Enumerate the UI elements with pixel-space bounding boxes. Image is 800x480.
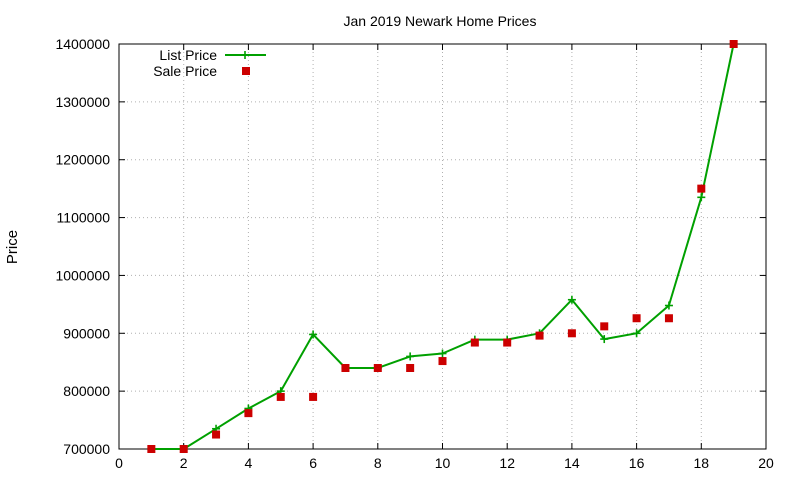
legend-marker-sale-price (242, 67, 250, 75)
x-tick-label: 14 (564, 455, 580, 471)
y-tick-label: 1300000 (55, 94, 110, 110)
sale-price-point (179, 445, 188, 453)
legend-plus (241, 51, 249, 59)
sale-price-point (664, 314, 673, 323)
list-price-point (664, 301, 673, 310)
sale-price-point (438, 357, 447, 366)
y-tick-label: 1200000 (55, 152, 110, 168)
y-tick-label: 1000000 (55, 267, 110, 283)
legend-label-sale-price: Sale Price (153, 63, 217, 79)
sale-price-point (276, 392, 285, 401)
sale-price-point (697, 184, 706, 193)
x-tick-label: 6 (309, 455, 317, 471)
legend: List Price Sale Price (153, 47, 266, 79)
sale-price-point (470, 338, 479, 347)
x-tick-label: 16 (629, 455, 645, 471)
legend-marker-list-price (241, 51, 249, 59)
x-tick-label: 10 (435, 455, 451, 471)
sale-price-point (406, 364, 415, 372)
x-tick-label: 2 (180, 455, 188, 471)
list-price-point (600, 335, 609, 344)
grid (119, 44, 766, 449)
y-tick-label: 1400000 (55, 36, 110, 52)
sale-price-point (212, 430, 221, 439)
chart-title: Jan 2019 Newark Home Prices (344, 13, 537, 29)
list-price-point (406, 352, 415, 361)
sale-price-point (147, 445, 156, 453)
x-tick-label: 18 (694, 455, 710, 471)
list-price-point (567, 295, 576, 304)
x-tick-label: 0 (115, 455, 123, 471)
sale-price-point (244, 409, 253, 418)
list-price-point (438, 349, 447, 358)
y-tick-label: 700000 (63, 441, 110, 457)
sale-price-point (503, 338, 512, 347)
y-tick-label: 900000 (63, 325, 110, 341)
sale-price-point (600, 322, 609, 331)
x-tick-label: 8 (374, 455, 382, 471)
sale-price-point (341, 364, 350, 372)
y-axis-label: Price (4, 230, 21, 264)
sale-price-point (632, 314, 641, 323)
sale-price-point (309, 392, 318, 401)
y-tick-label: 1100000 (57, 210, 111, 226)
list-price-point (309, 330, 318, 339)
sale-price-point (567, 329, 576, 338)
sale-price-point (729, 40, 738, 48)
axis-ticks: 0 2 4 6 8 10 12 14 16 18 20 700000 800000 900000 10000… (55, 36, 774, 471)
x-tick-label: 12 (499, 455, 515, 471)
x-tick-label: 20 (758, 455, 774, 471)
sale-price-point (535, 331, 544, 340)
legend-label-list-price: List Price (159, 47, 217, 63)
y-tick-label: 800000 (63, 383, 110, 399)
list-price-point (697, 193, 706, 202)
x-tick-label: 4 (245, 455, 253, 471)
list-price-point (632, 329, 641, 338)
series-layer (147, 40, 738, 453)
sale-price-point (373, 364, 382, 372)
